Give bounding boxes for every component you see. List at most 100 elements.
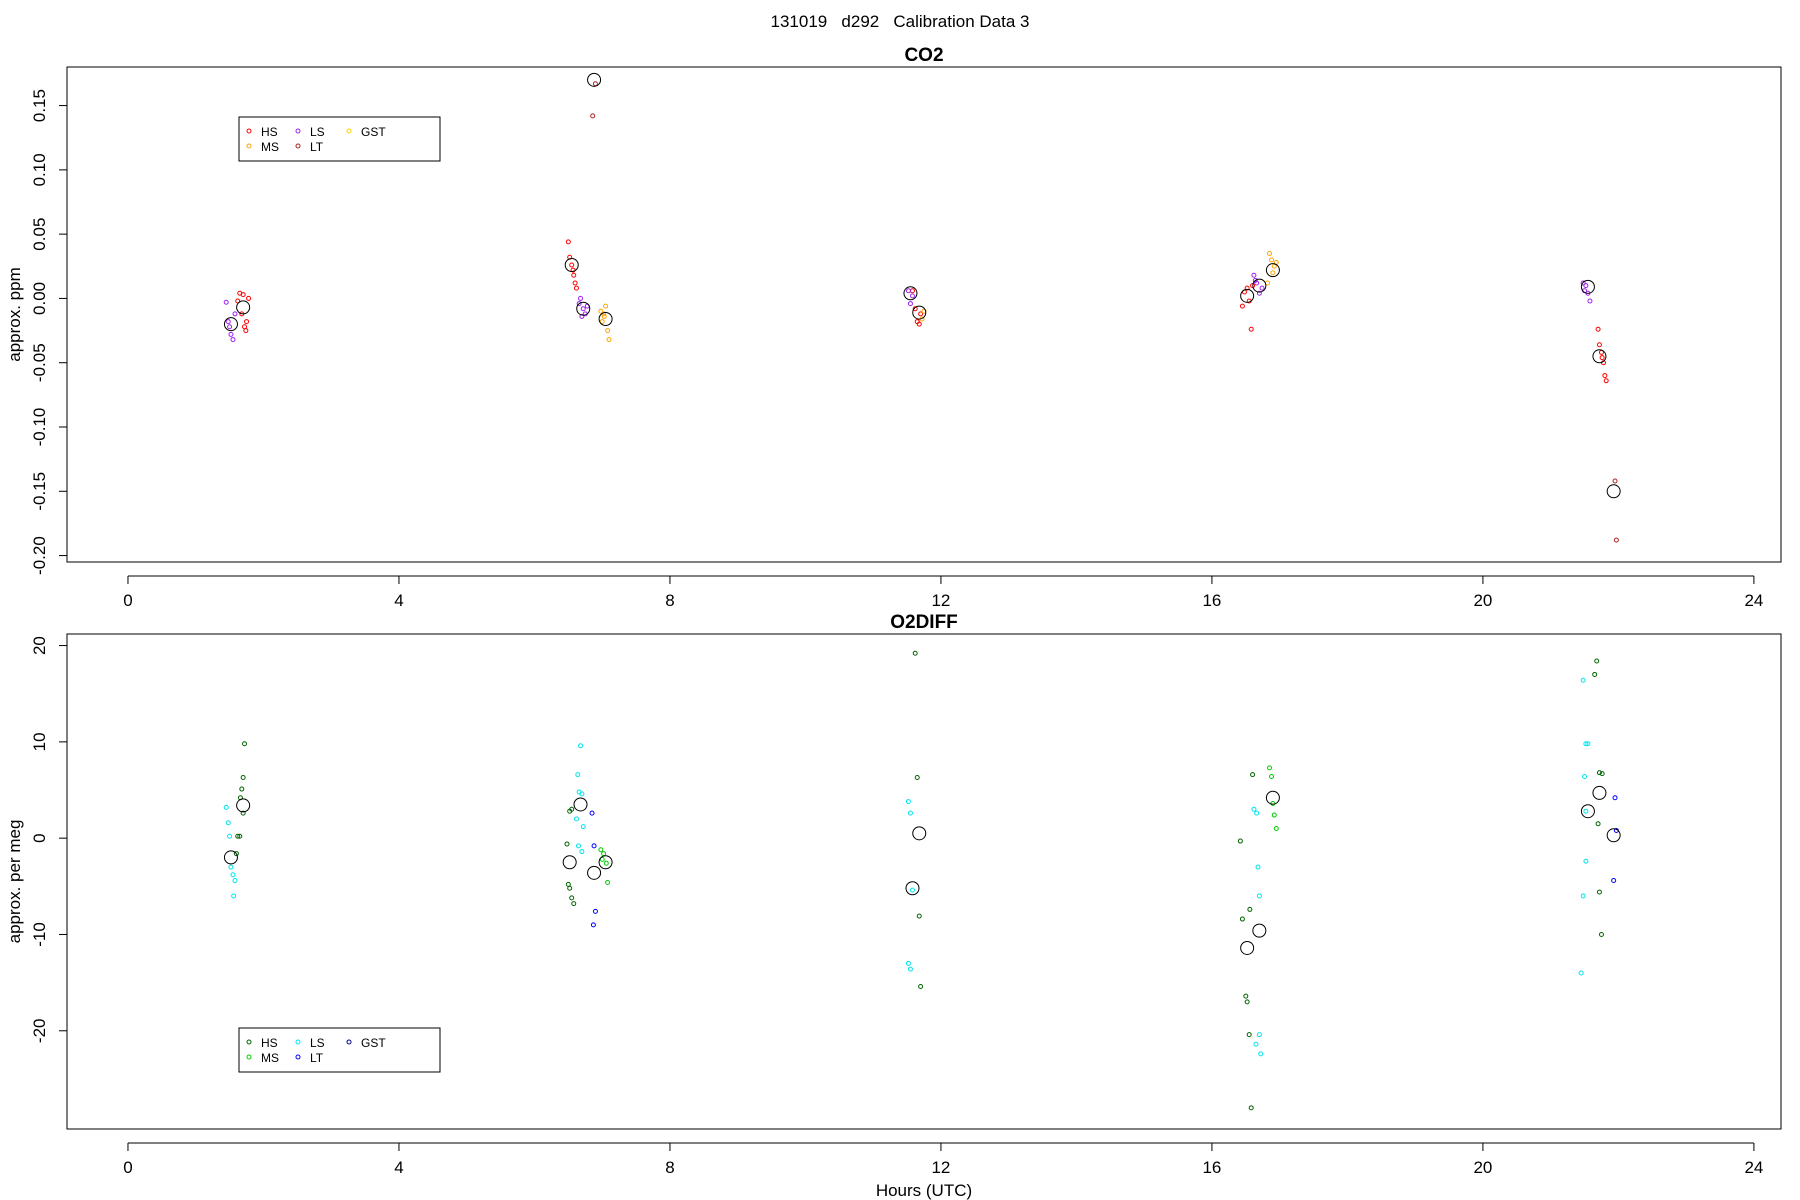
data-point-lt bbox=[1613, 537, 1619, 543]
data-point-hs bbox=[241, 741, 247, 747]
data-point-ls bbox=[228, 331, 234, 337]
legend-marker bbox=[295, 1039, 301, 1045]
data-point-hs bbox=[573, 285, 579, 291]
data-point-ms bbox=[1270, 800, 1276, 806]
data-point-hs bbox=[1237, 838, 1243, 844]
legend-box bbox=[238, 116, 441, 162]
data-point-ls bbox=[580, 824, 586, 830]
mean-point bbox=[1240, 288, 1255, 303]
page-title: 131019 d292 Calibration Data 3 bbox=[771, 12, 1030, 31]
data-point-ms bbox=[601, 313, 607, 319]
data-point-ls bbox=[227, 324, 233, 330]
data-point-hs bbox=[235, 833, 241, 839]
data-point-ls bbox=[1583, 741, 1589, 747]
data-point-ls bbox=[1259, 285, 1265, 291]
y-tick-label: 0.00 bbox=[30, 282, 49, 315]
legend-label: HS bbox=[261, 1036, 278, 1050]
data-point-ls bbox=[580, 306, 586, 312]
data-point-hs bbox=[1250, 283, 1256, 289]
data-point-ls bbox=[1258, 1051, 1264, 1057]
data-point-hs bbox=[1599, 771, 1605, 777]
data-point-ls bbox=[1580, 893, 1586, 899]
mean-point bbox=[564, 258, 579, 272]
y-tick-label: 0.05 bbox=[30, 218, 49, 251]
data-point-ms bbox=[603, 860, 609, 866]
mean-point bbox=[223, 850, 238, 865]
data-point-hs bbox=[240, 774, 246, 780]
data-point-lt bbox=[591, 843, 597, 849]
data-point-ls bbox=[1254, 810, 1260, 816]
x-tick-label: 0 bbox=[123, 1158, 132, 1177]
data-point-ls bbox=[1256, 1032, 1262, 1038]
data-point-hs bbox=[1598, 931, 1604, 937]
mean-point bbox=[1606, 828, 1621, 843]
data-point-lt bbox=[592, 908, 598, 914]
x-tick-label: 8 bbox=[665, 1158, 674, 1177]
y-tick-label: 0 bbox=[30, 833, 49, 842]
y-tick-label: -0.10 bbox=[30, 408, 49, 447]
x-tick-label: 4 bbox=[394, 1158, 403, 1177]
data-point-ls bbox=[1256, 893, 1262, 899]
data-point-ms bbox=[1270, 270, 1276, 276]
y-axis-label: approx. ppm bbox=[5, 267, 24, 362]
legend-label: GST bbox=[361, 1036, 386, 1050]
data-point-hs bbox=[1244, 285, 1250, 291]
data-point-ls bbox=[1256, 290, 1262, 296]
x-tick-label: 12 bbox=[931, 591, 950, 610]
data-point-hs bbox=[1250, 772, 1256, 778]
data-point-hs bbox=[1248, 326, 1254, 332]
x-tick-label: 24 bbox=[1744, 591, 1763, 610]
data-point-hs bbox=[569, 806, 575, 812]
mean-point bbox=[912, 305, 927, 320]
data-point-hs bbox=[1603, 378, 1609, 384]
data-point-hs bbox=[237, 833, 243, 839]
data-point-hs bbox=[1247, 906, 1253, 912]
data-point-ls bbox=[1583, 283, 1589, 289]
y-tick-label: -0.15 bbox=[30, 472, 49, 511]
x-tick-label: 16 bbox=[1202, 1158, 1221, 1177]
data-point-ls bbox=[905, 960, 911, 966]
data-point-ls bbox=[1252, 277, 1258, 283]
mean-point bbox=[1580, 804, 1595, 819]
mean-point bbox=[576, 301, 591, 316]
data-point-hs bbox=[918, 311, 924, 317]
mean-point bbox=[598, 312, 613, 326]
chart-title: O2DIFF bbox=[890, 612, 958, 633]
legend-label: MS bbox=[261, 1051, 279, 1065]
data-point-ls bbox=[232, 878, 238, 884]
data-point-ls bbox=[909, 887, 915, 893]
data-point-ls bbox=[573, 816, 579, 822]
data-point-hs bbox=[1248, 1105, 1254, 1111]
data-point-ls bbox=[231, 893, 237, 899]
data-point-hs bbox=[1246, 1032, 1252, 1038]
legend-marker bbox=[246, 1039, 252, 1045]
legend-marker bbox=[346, 1039, 352, 1045]
data-point-hs bbox=[246, 295, 252, 301]
data-point-ls bbox=[1255, 864, 1261, 870]
data-point-ls bbox=[1254, 280, 1260, 286]
x-tick-label: 0 bbox=[123, 591, 132, 610]
data-point-ls bbox=[230, 872, 236, 878]
data-point-hs bbox=[1596, 342, 1602, 348]
data-point-ls bbox=[579, 313, 585, 319]
y-tick-label: -0.05 bbox=[30, 343, 49, 382]
data-point-ls bbox=[579, 849, 585, 855]
data-point-ls bbox=[578, 743, 584, 749]
chart-title: CO2 bbox=[904, 45, 943, 66]
legend-marker bbox=[295, 128, 301, 134]
y-tick-label: 10 bbox=[30, 732, 49, 751]
data-point-hs bbox=[571, 901, 577, 907]
data-point-ls bbox=[1583, 808, 1589, 814]
legend-marker bbox=[246, 143, 252, 149]
data-point-ms bbox=[1269, 257, 1275, 263]
legend-label: GST bbox=[361, 125, 386, 139]
data-point-hs bbox=[1244, 999, 1250, 1005]
data-point-hs bbox=[567, 885, 573, 891]
legend-marker bbox=[295, 1054, 301, 1060]
data-point-hs bbox=[1594, 658, 1600, 664]
data-point-ls bbox=[576, 301, 582, 307]
data-point-ms bbox=[601, 851, 607, 857]
legend-label: LS bbox=[310, 1036, 325, 1050]
mean-point bbox=[903, 286, 918, 301]
data-point-hs bbox=[571, 272, 577, 278]
